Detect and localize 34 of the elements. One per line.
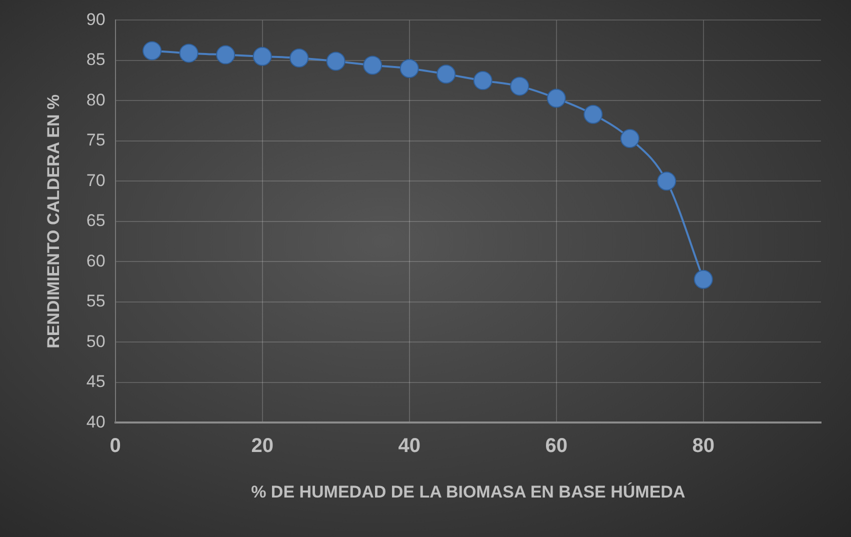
y-axis-title: RENDIMIENTO CALDERA EN % bbox=[44, 94, 63, 348]
point bbox=[473, 71, 492, 90]
y-tick-label: 40 bbox=[86, 412, 106, 432]
y-tick-label: 80 bbox=[86, 90, 106, 110]
point bbox=[179, 44, 198, 63]
point bbox=[252, 46, 272, 66]
point bbox=[326, 52, 346, 71]
point bbox=[400, 58, 419, 78]
y-tick-label: 60 bbox=[86, 251, 106, 270]
x-tick-label: 40 bbox=[398, 435, 420, 458]
point bbox=[290, 48, 309, 68]
point bbox=[510, 76, 530, 96]
point bbox=[620, 129, 640, 148]
y-tick-label: 75 bbox=[86, 130, 106, 150]
y-tick-label: 55 bbox=[86, 292, 106, 311]
x-axis-title: % DE HUMEDAD DE LA BIOMASA EN BASE HÚMEDA bbox=[251, 481, 686, 502]
point bbox=[142, 41, 162, 60]
point bbox=[216, 45, 236, 64]
point bbox=[546, 88, 566, 108]
y-tick-label: 70 bbox=[86, 170, 106, 190]
x-tick-label: 80 bbox=[692, 435, 715, 458]
y-tick-label: 90 bbox=[86, 10, 106, 29]
x-tick-label: 60 bbox=[545, 435, 568, 458]
y-tick-label: 45 bbox=[86, 372, 106, 392]
point bbox=[694, 270, 713, 289]
x-tick-label: 0 bbox=[110, 435, 121, 458]
point bbox=[584, 104, 603, 124]
point bbox=[657, 172, 676, 191]
point bbox=[363, 56, 382, 75]
y-tick-label: 65 bbox=[86, 211, 106, 230]
point bbox=[436, 64, 456, 84]
y-tick-label: 85 bbox=[86, 50, 106, 70]
x-tick-label: 20 bbox=[251, 435, 274, 458]
y-tick-label: 50 bbox=[86, 332, 106, 351]
